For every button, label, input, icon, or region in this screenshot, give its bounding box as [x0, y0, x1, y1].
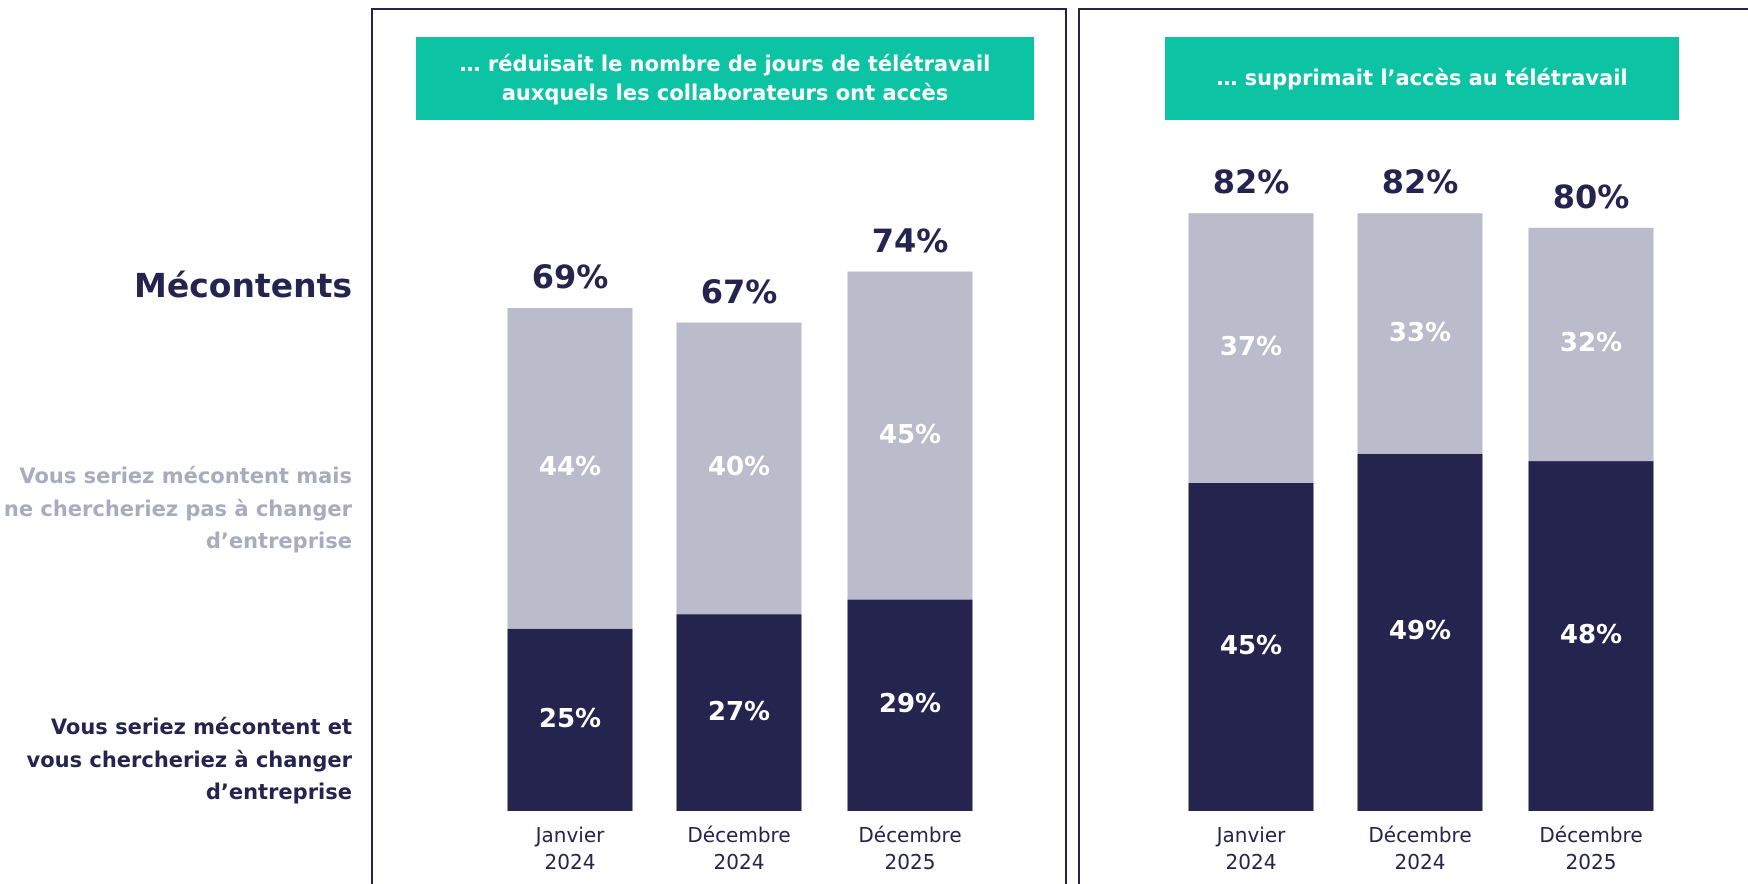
- x-tick-label: Décembre 2024: [687, 823, 791, 874]
- bar-segment: [1528, 227, 1654, 462]
- bar-segment: [1357, 453, 1483, 811]
- panel-title: … réduisait le nombre de jours de télétr…: [416, 37, 1034, 120]
- bar-segment: [847, 599, 973, 811]
- bar-segment: [847, 271, 973, 600]
- value-label: 33%: [1388, 317, 1452, 348]
- total-label: 74%: [871, 221, 949, 260]
- value-label: 45%: [878, 419, 942, 450]
- x-tick-label: Décembre 2024: [1368, 823, 1472, 874]
- total-label: 69%: [531, 257, 609, 296]
- bar-segment: [676, 322, 802, 615]
- panel-title: … supprimait l’accès au télétravail: [1165, 37, 1679, 120]
- total-label: 82%: [1212, 163, 1290, 202]
- total-label: 80%: [1552, 177, 1630, 216]
- total-label: 82%: [1381, 163, 1459, 202]
- value-label: 29%: [878, 689, 942, 720]
- value-label: 25%: [538, 703, 602, 734]
- bar-segment: [1188, 482, 1314, 811]
- total-label: 67%: [700, 272, 778, 311]
- value-label: 27%: [707, 696, 771, 727]
- value-label: 48%: [1559, 620, 1623, 651]
- x-tick-label: Janvier 2024: [1216, 823, 1286, 874]
- panel-frame: [371, 8, 1067, 884]
- bar-segment: [1528, 461, 1654, 811]
- value-label: 37%: [1219, 332, 1283, 363]
- bar-segment: [1188, 213, 1314, 483]
- bar-segment: [507, 628, 633, 811]
- value-label: 40%: [707, 452, 771, 483]
- x-tick-label: Décembre 2025: [858, 823, 962, 874]
- panel-frame: [1078, 8, 1748, 884]
- x-tick-label: Janvier 2024: [535, 823, 605, 874]
- value-label: 49%: [1388, 616, 1452, 647]
- x-tick-label: Décembre 2025: [1539, 823, 1643, 874]
- legend-entry: Vous seriez mécontent et vous chercherie…: [26, 715, 352, 805]
- value-label: 44%: [538, 452, 602, 483]
- total-name: Mécontents: [133, 266, 352, 305]
- bar-segment: [676, 614, 802, 811]
- bar-segment: [1357, 213, 1483, 454]
- value-label: 45%: [1219, 630, 1283, 661]
- legend-entry: Vous seriez mécontent mais ne chercherie…: [3, 464, 352, 554]
- bar-segment: [507, 307, 633, 629]
- value-label: 32%: [1559, 328, 1623, 359]
